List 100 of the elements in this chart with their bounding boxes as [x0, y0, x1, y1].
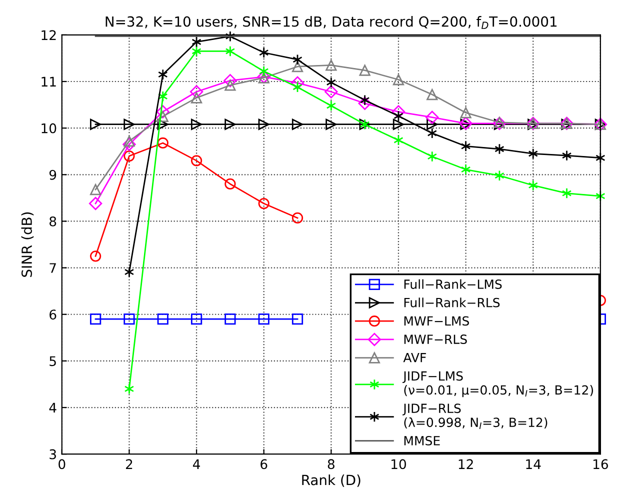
- point: [360, 94, 370, 106]
- point: [258, 313, 270, 325]
- point: [157, 137, 168, 149]
- point: [392, 105, 406, 118]
- legend-label: Full−Rank−RLS: [404, 298, 500, 308]
- point: [192, 36, 202, 48]
- point: [192, 46, 202, 57]
- point: [88, 196, 102, 210]
- x-axis-title: Rank (D): [302, 474, 360, 487]
- point: [225, 46, 236, 57]
- point: [190, 118, 202, 130]
- x-tick-label: 12: [458, 459, 473, 469]
- point: [292, 82, 302, 93]
- x-tick-label: 6: [260, 459, 268, 470]
- point: [427, 128, 438, 139]
- point: [394, 134, 404, 146]
- point: [326, 60, 337, 71]
- point: [258, 118, 270, 130]
- point: [124, 136, 135, 147]
- point: [122, 138, 136, 151]
- point: [494, 143, 504, 155]
- x-tick-label: 2: [126, 459, 132, 469]
- point: [124, 150, 135, 162]
- point: [324, 85, 338, 98]
- point: [427, 150, 438, 162]
- y-axis-title: SINR (dB): [21, 212, 34, 277]
- point: [258, 66, 269, 77]
- y-tick-label: 3: [50, 449, 56, 460]
- point: [224, 178, 236, 190]
- point: [224, 74, 237, 88]
- point: [460, 164, 471, 176]
- point: [90, 184, 102, 196]
- legend-label: JIDF−LMS (ν=0.01, μ=0.05, N$_{I}$=3, B=12): [402, 371, 594, 398]
- x-tick-label: 0: [58, 459, 66, 470]
- point: [158, 68, 168, 80]
- point: [358, 96, 372, 110]
- point: [562, 188, 572, 199]
- y-tick-label: 8: [50, 216, 56, 226]
- point: [292, 61, 304, 72]
- point: [124, 383, 134, 394]
- point: [326, 118, 337, 130]
- point: [224, 118, 236, 130]
- point: [190, 92, 202, 104]
- point: [258, 198, 270, 210]
- point: [157, 110, 168, 122]
- point: [596, 190, 606, 202]
- point: [426, 110, 439, 124]
- point: [225, 30, 236, 42]
- legend-label: Full−Rank−LMS: [404, 279, 502, 289]
- point: [292, 54, 302, 66]
- point: [426, 118, 438, 130]
- point: [528, 180, 538, 191]
- point: [224, 80, 236, 91]
- x-tick-label: 14: [526, 459, 541, 469]
- point: [157, 118, 168, 130]
- point: [460, 140, 471, 152]
- y-tick-label: 10: [42, 123, 56, 134]
- x-tick-label: 8: [328, 459, 334, 470]
- point: [90, 313, 102, 325]
- y-tick-label: 9: [49, 170, 56, 180]
- point: [528, 148, 538, 160]
- y-tick-label: 11: [42, 76, 56, 87]
- point: [156, 105, 170, 118]
- legend-label: JIDF−RLS (λ=0.998, N$_{I}$=3, B=12): [402, 404, 548, 429]
- point: [90, 118, 102, 130]
- point: [124, 313, 135, 325]
- point: [392, 74, 404, 86]
- point: [596, 152, 606, 164]
- point: [359, 64, 370, 76]
- point: [392, 118, 404, 130]
- legend-label: MWF−LMS: [404, 316, 469, 326]
- point: [124, 118, 135, 130]
- point: [426, 88, 438, 100]
- point: [90, 250, 102, 262]
- point: [494, 170, 504, 182]
- legend-label: MMSE: [404, 436, 440, 446]
- point: [562, 150, 572, 162]
- point: [326, 76, 336, 88]
- point: [292, 118, 304, 130]
- point: [394, 110, 404, 122]
- y-tick-label: 6: [50, 310, 56, 320]
- legend-label: AVF: [403, 353, 426, 362]
- x-tick-label: 16: [593, 459, 608, 470]
- point: [290, 76, 304, 90]
- legend-label: MWF−RLS: [404, 334, 467, 344]
- point: [258, 47, 269, 58]
- x-tick-label: 10: [392, 459, 406, 470]
- point: [124, 266, 134, 278]
- y-tick-label: 7: [50, 263, 56, 273]
- point: [460, 107, 472, 118]
- chart-title: N=32, K=10 users, SNR=15 dB, Data record Q=200, f$_{D}$T=0.0001: [106, 16, 557, 29]
- point: [292, 313, 304, 325]
- point: [157, 313, 168, 325]
- point: [292, 212, 304, 224]
- point: [224, 313, 236, 325]
- x-tick-label: 4: [192, 459, 200, 469]
- point: [158, 90, 168, 102]
- y-tick-label: 4: [49, 402, 56, 413]
- y-tick-label: 5: [50, 356, 56, 366]
- point: [190, 85, 204, 98]
